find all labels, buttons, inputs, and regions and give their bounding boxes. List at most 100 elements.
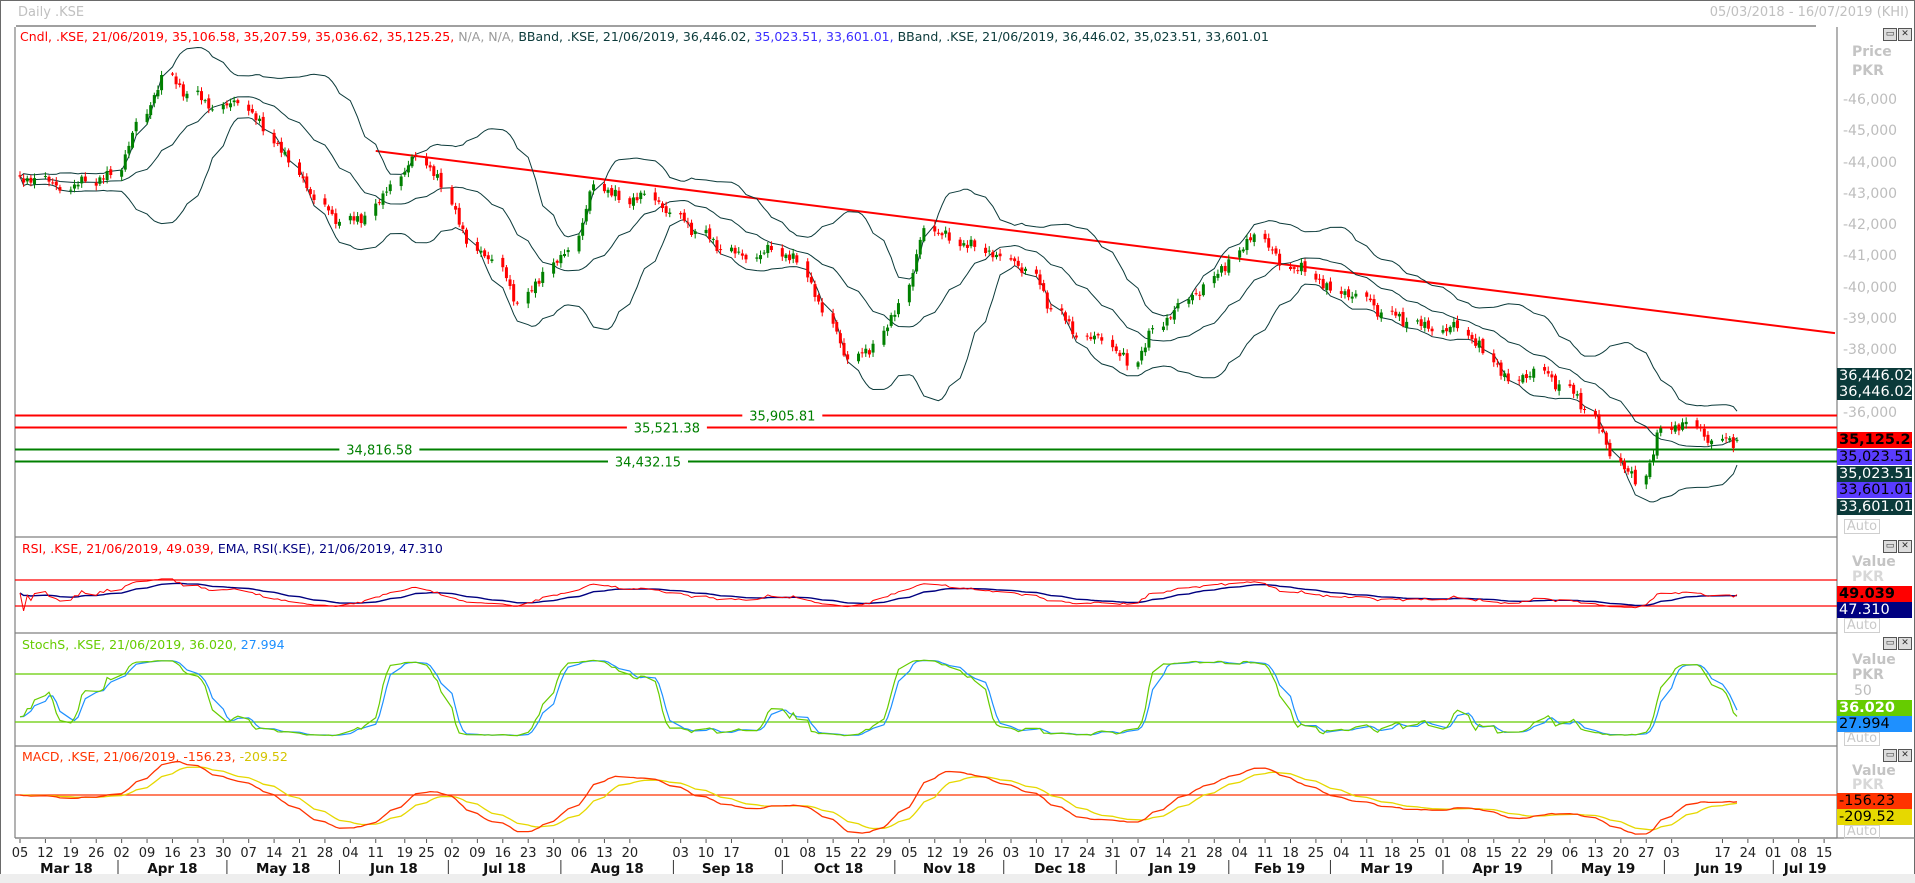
candle (323, 198, 327, 205)
candle (1648, 463, 1652, 478)
x-axis-month-label: Jul 19 (1783, 861, 1827, 877)
candle (1024, 268, 1028, 271)
candle (835, 321, 839, 332)
candle (893, 314, 897, 317)
candle (363, 215, 367, 225)
candle (504, 267, 508, 279)
candle (537, 280, 541, 284)
candle (628, 198, 632, 205)
candle (1045, 292, 1049, 309)
macd-auto-scale-button[interactable]: Auto (1844, 825, 1880, 839)
rsi-auto-scale-button[interactable]: Auto (1844, 618, 1880, 633)
candle-legend: Cndl, .KSE, 21/06/2019, 35,106.58, 35,20… (20, 29, 455, 44)
candle (566, 250, 570, 253)
price-axis-tick: -42,000 (1843, 217, 1898, 233)
x-axis-day-label: 07 (1130, 846, 1147, 861)
candle (969, 239, 973, 247)
x-axis-day-label: 02 (113, 846, 130, 861)
candle (635, 197, 639, 201)
macd-legend: MACD, .KSE, 21/06/2019, -156.23, -209.52 (22, 749, 288, 764)
x-axis-day-label: 11 (1257, 846, 1274, 861)
candle (406, 165, 410, 173)
price-axis-tick: -43,000 (1843, 185, 1898, 202)
candle (1063, 312, 1067, 321)
candle (1670, 426, 1674, 430)
price-axis-tick: -44,000 (1843, 154, 1898, 171)
candle (388, 184, 392, 192)
stoch-pane-restore-icon[interactable]: ▭ (1883, 637, 1897, 650)
candle (1241, 249, 1245, 252)
candle (617, 190, 621, 200)
candle (1401, 312, 1405, 326)
price-pane-close-icon[interactable]: ✕ (1898, 28, 1912, 41)
candle (1049, 308, 1053, 310)
price-pane-restore-icon[interactable]: ▭ (1883, 28, 1897, 41)
candle (1096, 334, 1100, 336)
resistance-trendline (375, 149, 1836, 335)
rsi-pane-restore-icon[interactable]: ▭ (1883, 540, 1897, 553)
candle (1187, 299, 1191, 304)
price-auto-scale-button[interactable]: Auto (1844, 519, 1880, 534)
candle (120, 170, 124, 177)
price-value-tag: 35,023.51 (1837, 449, 1912, 465)
stoch-k-value-tag: 36.020 (1837, 700, 1912, 716)
macd-line (19, 761, 1738, 835)
candle (181, 84, 185, 97)
stoch-pane-close-icon[interactable]: ✕ (1898, 637, 1912, 650)
price-axis-unit: PKR (1852, 63, 1884, 79)
candle (1517, 379, 1521, 381)
candle (54, 181, 58, 186)
candle (838, 333, 842, 344)
candle (1655, 432, 1659, 456)
stoch-auto-scale-button[interactable]: Auto (1844, 732, 1880, 746)
candle (1038, 274, 1042, 285)
stoch-legend-k: StochS, .KSE, 21/06/2019, 36.020, (22, 637, 237, 652)
candle (1681, 422, 1685, 430)
rsi-value-tag: 49.039 (1837, 586, 1912, 602)
x-axis-day-label: 14 (266, 846, 283, 861)
rsi-pane-close-icon[interactable]: ✕ (1898, 540, 1912, 553)
candle (152, 95, 156, 104)
candle (435, 174, 439, 178)
x-axis-day-label: 13 (596, 846, 613, 861)
macd-pane-restore-icon[interactable]: ▭ (1883, 749, 1897, 762)
candle (588, 191, 592, 211)
candle (1659, 428, 1663, 433)
candle (592, 184, 596, 191)
candle (1652, 454, 1655, 462)
candle (715, 240, 719, 251)
candle (1630, 471, 1634, 474)
candle (1593, 410, 1597, 417)
level-label: 35,521.38 (634, 421, 700, 436)
x-axis-day-label: 05 (12, 846, 29, 861)
candle (936, 232, 940, 234)
macd-pane-close-icon[interactable]: ✕ (1898, 749, 1912, 762)
x-axis-day-label: 26 (88, 846, 105, 861)
macd-axis-title: Value (1852, 763, 1896, 779)
candle (1067, 319, 1071, 322)
candle (857, 353, 861, 362)
candle (1379, 312, 1383, 319)
candle (1528, 376, 1532, 378)
candle (1419, 319, 1423, 327)
level-label-bg (742, 408, 823, 423)
candle (305, 176, 309, 189)
candle (1016, 260, 1020, 266)
x-axis-day-label: 08 (799, 846, 816, 861)
candle (432, 166, 436, 176)
candle (610, 188, 614, 196)
candle (1633, 469, 1637, 485)
candle (882, 330, 886, 345)
x-axis-day-label: 04 (1333, 846, 1350, 861)
x-axis-day-label: 19 (397, 846, 414, 861)
candle (1161, 326, 1165, 330)
candle (1677, 424, 1681, 431)
candle (490, 259, 494, 262)
candle (987, 250, 991, 252)
stoch-axis-title: Value (1852, 652, 1896, 668)
candle (1376, 305, 1380, 317)
x-axis-day-label: 23 (190, 846, 207, 861)
candle (744, 254, 748, 260)
candle (1735, 439, 1739, 441)
